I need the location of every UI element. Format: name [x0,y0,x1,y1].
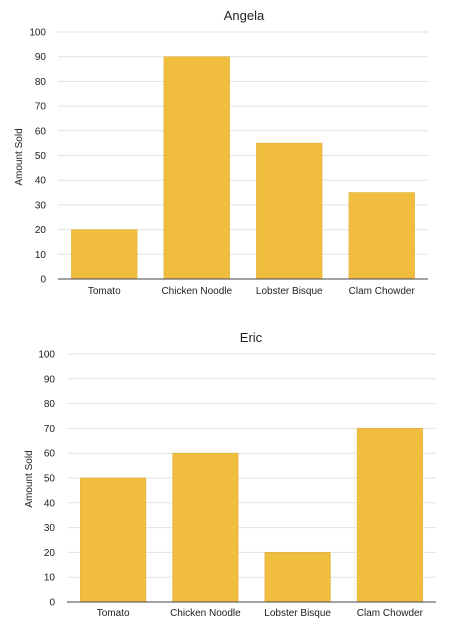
y-tick-label: 90 [35,52,47,63]
bar-tomato [71,229,138,280]
y-tick-label: 90 [44,374,56,385]
y-tick-label: 100 [29,28,46,39]
chart-angela: Angela Amount Sold 0 10 20 30 40 50 60 70 80 90 10… [14,8,428,297]
y-tick-label: 40 [35,176,47,187]
y-tick-label: 10 [35,250,47,261]
bar-chicken-noodle [163,56,230,280]
x-tick-label: Clam Chowder [349,286,416,297]
bar-lobster-bisque [264,552,331,603]
y-tick-label: 10 [44,573,56,584]
x-tick-label: Tomato [88,286,121,297]
y-tick-label: 50 [44,474,56,485]
y-tick-label: 30 [35,200,47,211]
chart-eric: Eric Amount Sold 0 10 20 30 40 50 60 70 80 90 100 T… [24,330,436,619]
chart-title: Eric [240,330,263,345]
y-axis-label: Amount Sold [14,128,25,185]
y-tick-label: 100 [38,350,55,361]
bar-chicken-noodle [172,452,239,603]
x-tick-label: Chicken Noodle [161,286,232,297]
x-tick-label: Lobster Bisque [264,608,331,619]
chart-title: Angela [224,8,265,23]
y-tick-label: 60 [35,126,47,137]
x-tick-label: Clam Chowder [357,608,424,619]
y-tick-label: 0 [40,275,46,286]
y-tick-label: 70 [44,424,56,435]
y-tick-label: 60 [44,449,56,460]
bar-lobster-bisque [256,142,323,280]
y-tick-label: 70 [35,102,47,113]
x-tick-label: Tomato [97,608,130,619]
y-tick-label: 20 [35,225,47,236]
bar-tomato [80,477,147,603]
y-tick-label: 0 [49,598,55,609]
y-tick-label: 20 [44,548,56,559]
y-tick-label: 80 [44,399,56,410]
bar-clam-chowder [356,428,423,603]
x-tick-label: Lobster Bisque [256,286,323,297]
y-tick-label: 50 [35,151,47,162]
y-axis-label: Amount Sold [24,450,35,507]
y-tick-label: 30 [44,523,56,534]
x-tick-label: Chicken Noodle [170,608,241,619]
y-tick-label: 80 [35,77,47,88]
bar-clam-chowder [348,192,415,280]
y-tick-label: 40 [44,498,56,509]
